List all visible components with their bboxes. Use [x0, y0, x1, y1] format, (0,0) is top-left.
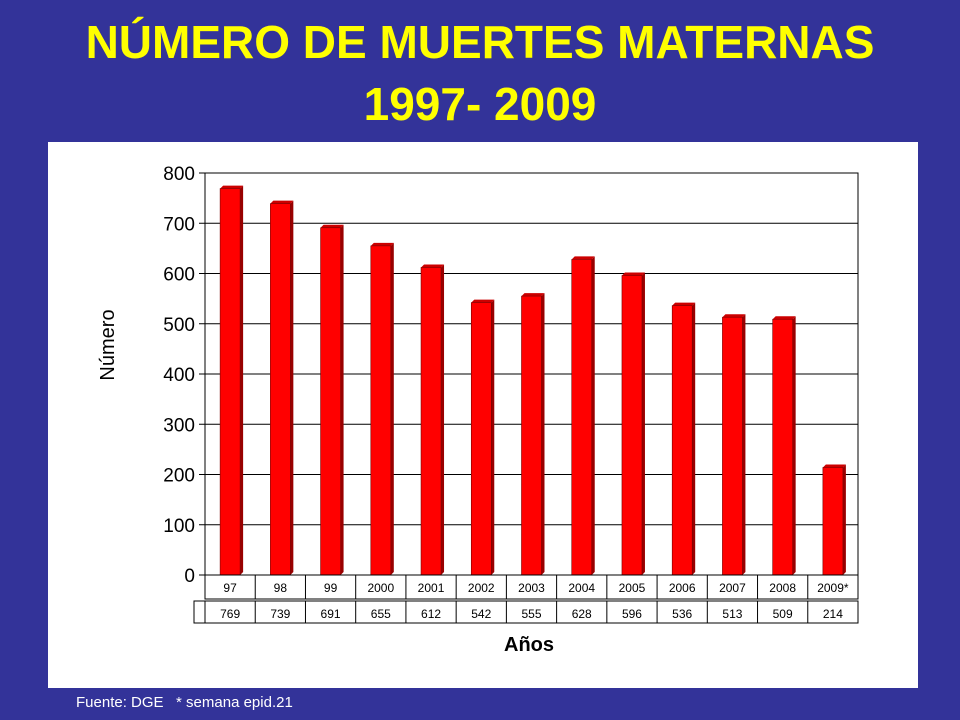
bar	[671, 305, 693, 576]
y-axis-label: Número	[97, 309, 119, 380]
bar-top	[521, 293, 545, 297]
bar-top	[220, 185, 244, 189]
bar-side	[390, 242, 394, 576]
bar	[219, 188, 241, 576]
data-label: 509	[773, 607, 793, 621]
y-tick-label: 500	[163, 315, 195, 336]
bar	[772, 318, 793, 576]
bar-top	[270, 200, 294, 204]
bar	[270, 203, 291, 576]
data-label: 596	[622, 607, 642, 621]
data-label: 769	[220, 607, 240, 621]
y-tick-label: 100	[163, 516, 195, 537]
bar-side	[641, 272, 645, 575]
x-tick-label: 97	[223, 581, 237, 595]
bar-side	[842, 464, 846, 575]
bar	[621, 275, 643, 576]
y-tick-label: 600	[163, 265, 195, 286]
x-tick-label: 2001	[418, 581, 445, 595]
data-label: 655	[371, 607, 391, 621]
data-label: 612	[421, 607, 441, 621]
x-tick-label: 2000	[367, 581, 394, 595]
slide-subtitle-years: 1997- 2009	[363, 78, 597, 130]
bar-side	[290, 200, 294, 575]
bar-side	[491, 299, 495, 575]
bar	[470, 302, 492, 576]
chart-panel: 0 100 200 300 400 500 600 700 800 97 769 98 739 99 69…	[48, 142, 918, 688]
bar-top	[772, 316, 796, 320]
bar-side	[240, 185, 244, 575]
bar-top	[722, 314, 746, 318]
bar	[420, 267, 442, 576]
bar	[521, 295, 542, 576]
y-tick-label: 400	[163, 365, 195, 386]
bar	[571, 259, 593, 576]
bar-top	[621, 272, 645, 276]
y-tick-label: 300	[163, 415, 195, 436]
bar-chart: 0 100 200 300 400 500 600 700 800 97 769 98 739 99 69…	[97, 164, 859, 656]
bar-side	[692, 302, 696, 575]
data-label: 555	[521, 607, 541, 621]
x-tick-label: 99	[324, 581, 338, 595]
bar-top	[471, 299, 495, 303]
bar	[320, 227, 341, 576]
bar-top	[421, 264, 445, 268]
data-label: 628	[572, 607, 592, 621]
bar	[370, 245, 392, 576]
bar-top	[370, 242, 394, 246]
bar-side	[792, 316, 796, 575]
x-tick-label: 2008	[769, 581, 796, 595]
bar-side	[742, 314, 746, 575]
axes: 0 100 200 300 400 500 600 700 800	[163, 164, 859, 587]
slide-title: NÚMERO DE MUERTES MATERNAS	[85, 16, 875, 68]
bar-side	[591, 256, 595, 575]
bar-side	[441, 264, 445, 575]
x-tick-label: 2003	[518, 581, 545, 595]
bar	[822, 467, 844, 576]
x-tick-label: 2006	[669, 581, 696, 595]
data-table: 97 769 98 739 99 691 2000 655 2001 612 2002 542 2003…	[193, 574, 859, 624]
data-label: 739	[270, 607, 290, 621]
data-label: 536	[672, 607, 692, 621]
x-tick-label: 2009*	[817, 581, 849, 595]
bar-side	[541, 293, 545, 575]
bars	[219, 185, 846, 576]
bar-side	[340, 224, 344, 575]
source-footnote: Fuente: DGE * semana epid.21	[76, 694, 293, 711]
y-tick-label: 700	[163, 214, 195, 235]
data-label: 513	[722, 607, 742, 621]
y-tick-label: 800	[163, 164, 195, 185]
bar-top	[822, 464, 846, 468]
bar-top	[320, 224, 344, 228]
x-tick-label: 2007	[719, 581, 746, 595]
bar	[722, 316, 743, 576]
x-tick-label: 2004	[568, 581, 595, 595]
bar-top	[571, 256, 595, 260]
x-tick-label: 2005	[619, 581, 646, 595]
data-label: 691	[321, 607, 341, 621]
bar-top	[672, 302, 696, 306]
y-tick-label: 200	[163, 466, 195, 487]
x-axis-label: Años	[504, 634, 554, 656]
data-label: 214	[823, 607, 843, 621]
y-tick-label: 0	[184, 566, 195, 587]
data-label: 542	[471, 607, 491, 621]
x-tick-label: 2002	[468, 581, 495, 595]
x-tick-label: 98	[274, 581, 288, 595]
